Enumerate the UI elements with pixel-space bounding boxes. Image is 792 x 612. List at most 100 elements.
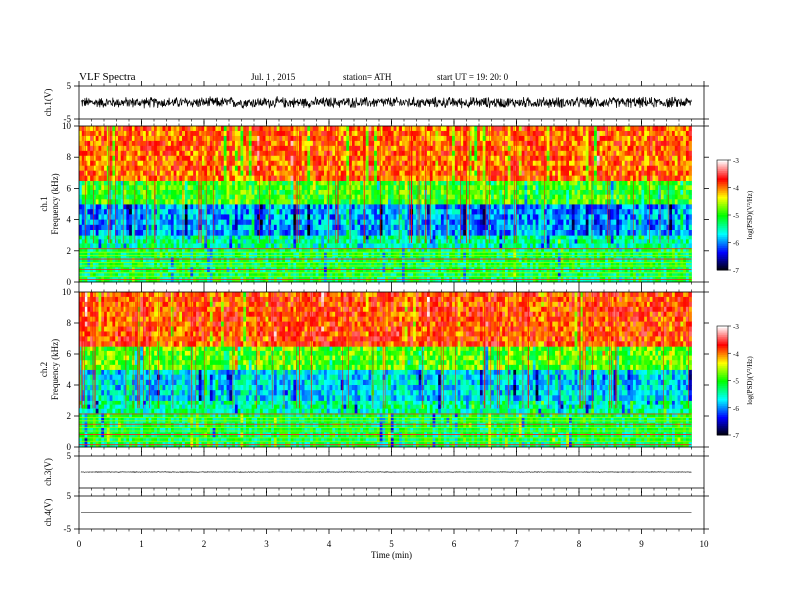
psd-cell	[129, 230, 133, 236]
psd-cell	[630, 199, 634, 205]
psd-cell	[79, 243, 83, 249]
psd-cell	[393, 239, 397, 244]
psd-cell	[195, 257, 200, 263]
psd-cell	[184, 185, 188, 191]
psd-cell	[293, 214, 297, 220]
psd-cell	[201, 257, 205, 263]
psd-cell	[382, 239, 386, 244]
psd-cell	[635, 180, 639, 186]
psd-cell	[212, 272, 216, 278]
psd-cell	[129, 239, 133, 244]
psd-cell	[524, 219, 528, 226]
psd-cell	[574, 257, 578, 263]
psd-cell	[87, 272, 91, 278]
psd-cell	[538, 219, 542, 226]
psd-cell	[468, 180, 472, 186]
psd-cell	[335, 243, 339, 249]
psd-cell	[117, 209, 122, 215]
psd-cell	[488, 180, 492, 186]
psd-cell	[143, 267, 147, 273]
psd-cell	[215, 272, 219, 278]
psd-cell	[582, 224, 587, 231]
psd-cell	[190, 235, 194, 240]
psd-cell	[471, 235, 475, 240]
psd-cell	[652, 189, 656, 196]
psd-cell	[688, 239, 692, 244]
psd-cell	[290, 257, 294, 263]
psd-cell	[468, 262, 472, 268]
psd-cell	[555, 257, 559, 263]
psd-cell	[591, 267, 595, 273]
psd-cell	[638, 214, 642, 220]
psd-cell	[262, 199, 266, 205]
psd-cell	[98, 165, 102, 172]
psd-cell	[179, 267, 183, 273]
psd-cell	[496, 252, 500, 258]
psd-cell	[516, 243, 520, 249]
psd-cell	[616, 252, 620, 258]
psd-cell	[376, 262, 381, 268]
psd-cell	[435, 204, 439, 210]
psd-cell	[293, 243, 297, 249]
psd-cell	[276, 257, 280, 263]
psd-cell	[112, 272, 116, 278]
psd-cell	[229, 272, 233, 278]
psd-cell	[101, 126, 105, 132]
psd-cell	[465, 230, 470, 236]
psd-cell	[296, 272, 300, 278]
psd-cell	[134, 189, 138, 196]
psd-cell	[557, 219, 562, 226]
psd-cell	[173, 224, 177, 231]
psd-cell	[187, 230, 191, 236]
psd-cell	[282, 214, 286, 220]
psd-cell	[129, 150, 133, 157]
psd-cell	[574, 230, 578, 236]
psd-cell	[293, 272, 297, 278]
psd-cell	[374, 272, 378, 278]
psd-cell	[382, 189, 386, 196]
psd-cell	[126, 199, 130, 205]
psd-cell	[112, 230, 116, 236]
psd-cell	[187, 224, 191, 231]
psd-cell	[137, 267, 141, 273]
psd-cell	[454, 180, 459, 186]
psd-cell	[557, 224, 562, 231]
psd-cell	[81, 145, 85, 152]
psd-cell	[649, 262, 653, 268]
psd-cell	[104, 267, 108, 273]
psd-cell	[148, 189, 152, 196]
psd-cell	[312, 235, 317, 240]
psd-cell	[624, 257, 628, 263]
psd-cell	[374, 230, 378, 236]
psd-cell	[591, 252, 595, 258]
psd-cell	[580, 199, 584, 205]
psd-cell	[440, 214, 445, 220]
psd-cell	[326, 267, 330, 273]
psd-cell	[560, 189, 564, 196]
psd-cell	[563, 239, 567, 244]
psd-cell	[109, 272, 113, 278]
psd-cell	[374, 235, 378, 240]
psd-cell	[680, 272, 684, 278]
psd-cell	[644, 209, 648, 215]
psd-cell	[201, 272, 205, 278]
psd-cell	[599, 185, 603, 191]
psd-cell	[246, 219, 250, 226]
psd-cell	[346, 204, 350, 210]
psd-cell	[101, 224, 105, 231]
psd-cell	[518, 262, 523, 268]
psd-cell	[209, 262, 214, 268]
psd-cell	[195, 214, 200, 220]
psd-cell	[427, 267, 431, 273]
psd-cell	[134, 272, 138, 278]
psd-cell	[337, 199, 342, 205]
psd-cell	[446, 252, 450, 258]
psd-cell	[273, 257, 278, 263]
psd-cell	[131, 235, 136, 240]
psd-cell	[123, 230, 127, 236]
psd-cell	[630, 185, 634, 191]
psd-cell	[591, 199, 595, 205]
psd-cell	[538, 194, 542, 200]
psd-cell	[315, 219, 319, 226]
psd-cell	[371, 262, 375, 268]
